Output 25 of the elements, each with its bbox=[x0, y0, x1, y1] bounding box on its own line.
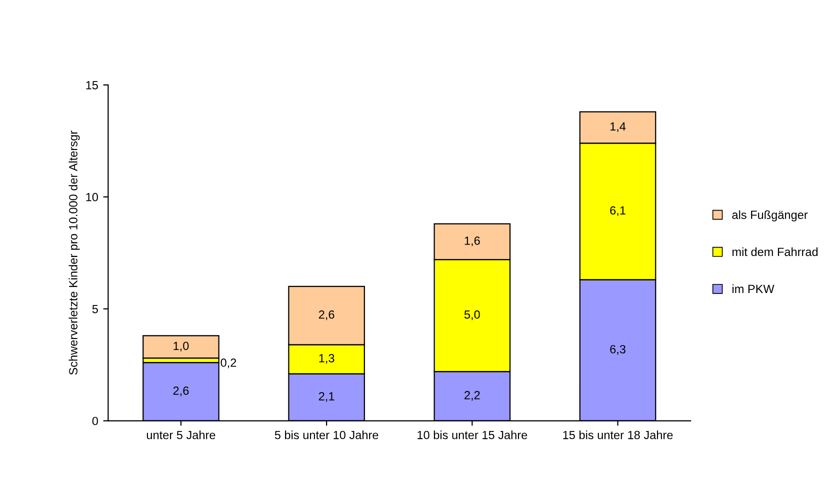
y-axis-title: Schwerverletzte Kinder pro 10.000 der Altersgr bbox=[68, 130, 80, 375]
data-label: 6,3 bbox=[610, 345, 626, 355]
data-label: 2,6 bbox=[318, 310, 334, 320]
legend-label: mit dem Fahrrad bbox=[732, 247, 818, 256]
data-label: 6,1 bbox=[610, 206, 626, 216]
x-tick-label: 15 bis unter 18 Jahre bbox=[563, 430, 673, 440]
data-label: 1,0 bbox=[174, 342, 189, 352]
data-label: 1,4 bbox=[610, 122, 626, 132]
x-tick-label: 5 bis unter 10 Jahre bbox=[274, 430, 378, 440]
x-tick-label: unter 5 Jahre bbox=[146, 430, 216, 440]
x-tick-label: 10 bis unter 15 Jahre bbox=[418, 430, 528, 440]
bar bbox=[142, 335, 220, 359]
data-label: 2,1 bbox=[318, 392, 334, 402]
data-label: 2,2 bbox=[464, 390, 480, 401]
data-label: 2,6 bbox=[173, 386, 189, 396]
legend-label: im PKW bbox=[732, 284, 774, 293]
data-label: 1,3 bbox=[319, 354, 334, 364]
data-label: 5,0 bbox=[464, 310, 480, 320]
data-label: 0,2 bbox=[220, 358, 236, 368]
y-tick-label: 15 bbox=[86, 81, 98, 90]
data-label: 1,6 bbox=[464, 236, 480, 246]
y-tick-label: 0 bbox=[92, 416, 98, 426]
y-tick-label: 5 bbox=[92, 304, 98, 314]
y-tick-label: 10 bbox=[86, 192, 98, 202]
legend-label: als Fußgänger bbox=[732, 210, 808, 222]
